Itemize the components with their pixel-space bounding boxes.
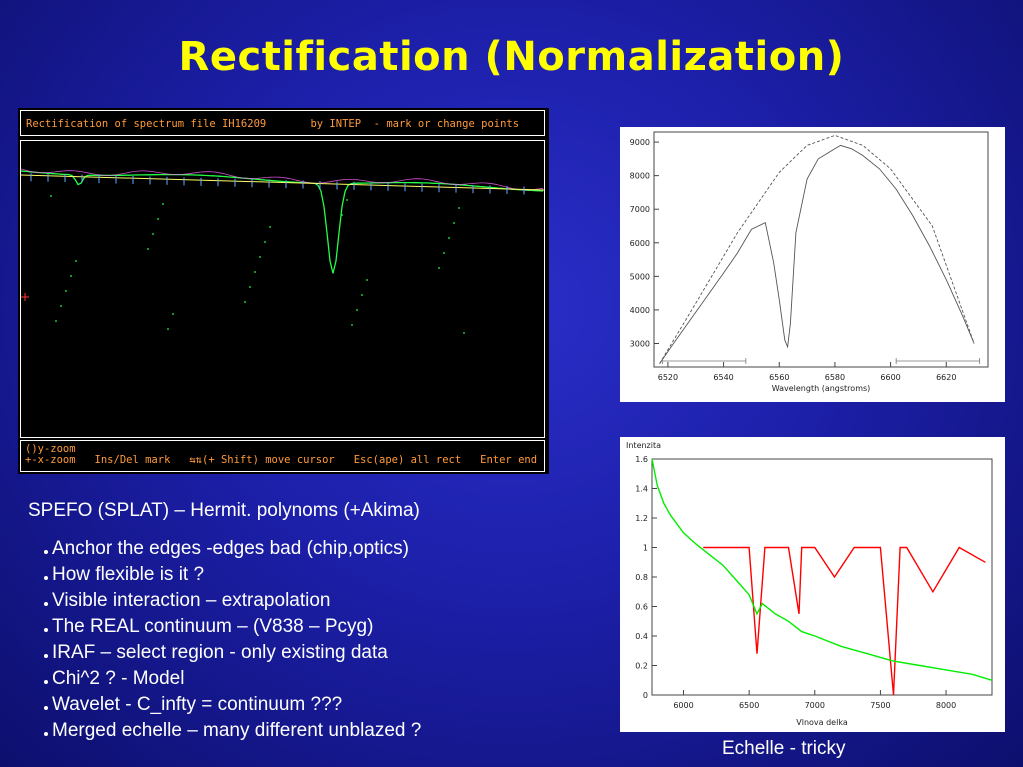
spefo-scatter-dot bbox=[60, 305, 62, 307]
method-subtitle: SPEFO (SPLAT) – Hermit. polynoms (+Akima… bbox=[28, 500, 420, 521]
spefo-scatter-dot bbox=[341, 214, 343, 216]
bullet-item: Chi^2 ? - Model bbox=[44, 666, 421, 692]
x-axis-label: Vlnova delka bbox=[796, 718, 848, 727]
bullet-item: How flexible is it ? bbox=[44, 562, 421, 588]
spefo-scatter-dot bbox=[453, 222, 455, 224]
y-tick-label: 0.6 bbox=[635, 603, 648, 612]
spefo-scatter-dot bbox=[448, 237, 450, 239]
spefo-scatter-dot bbox=[249, 286, 251, 288]
spefo-scatter-dot bbox=[264, 241, 266, 243]
spefo-scatter-dot bbox=[244, 301, 246, 303]
y-tick-label: 1.2 bbox=[635, 514, 648, 523]
x-tick-label: 6540 bbox=[713, 373, 733, 382]
spefo-scatter-dot bbox=[75, 260, 77, 262]
spefo-scatter-dot bbox=[167, 328, 169, 330]
spefo-spectrum-line bbox=[20, 170, 544, 274]
series-line-0 bbox=[703, 546, 986, 696]
echelle-chart-svg: 6000 6500 7000 7500 8000 0 0.2 0.4 0.6 0.8 1 1.2 1.4… bbox=[626, 441, 993, 727]
x-tick-label: 6560 bbox=[769, 373, 789, 382]
echelle-caption: Echelle - tricky bbox=[722, 738, 846, 759]
spefo-scatter-dot bbox=[162, 203, 164, 205]
y-tick-label: 0.4 bbox=[635, 632, 648, 641]
bullet-item: Visible interaction – extrapolation bbox=[44, 588, 421, 614]
spefo-scatter-dot bbox=[65, 290, 67, 292]
spefo-screenshot: Rectification of spectrum file IH16209 b… bbox=[18, 108, 549, 474]
x-axis-label: Wavelength (angstroms) bbox=[772, 384, 871, 393]
spefo-scatter-dot bbox=[157, 218, 159, 220]
iraf-chart-svg: 6520 6540 6560 6580 6600 6620 3000 4000 5000 6000… bbox=[630, 131, 989, 393]
echelle-chart: 6000 6500 7000 7500 8000 0 0.2 0.4 0.6 0.8 1 1.2 1.4… bbox=[620, 437, 1005, 732]
spefo-continuum-line bbox=[20, 174, 545, 191]
bullet-item: Wavelet - C_infty = continuum ??? bbox=[44, 692, 421, 718]
x-tick-label: 6620 bbox=[936, 373, 956, 382]
spefo-footer-line2: +-x-zoom Ins/Del mark ⇆⇅(+ Shift) move c… bbox=[25, 454, 538, 466]
spefo-scatter-dot bbox=[458, 207, 460, 209]
x-tick-label: 7000 bbox=[805, 701, 825, 710]
bullet-item: IRAF – select region - only existing dat… bbox=[44, 640, 421, 666]
series-line-1 bbox=[651, 458, 993, 681]
spefo-spectrum-plot bbox=[20, 168, 545, 334]
bullet-list: Anchor the edges -edges bad (chip,optics… bbox=[44, 536, 421, 744]
bullet-item: Anchor the edges -edges bad (chip,optics… bbox=[44, 536, 421, 562]
spefo-scatter-dot bbox=[351, 324, 353, 326]
spefo-footer-line1: ()y-zoom bbox=[25, 443, 76, 455]
spefo-scatter-dot bbox=[70, 275, 72, 277]
y-tick-label: 1.4 bbox=[635, 485, 648, 494]
y-tick-label: 1 bbox=[643, 544, 648, 553]
x-tick-label: 6500 bbox=[739, 701, 759, 710]
y-tick-label: 0.8 bbox=[635, 573, 648, 582]
y-tick-label: 4000 bbox=[630, 306, 650, 315]
y-axis-label: Intenzita bbox=[626, 441, 661, 450]
spefo-scatter-dot bbox=[269, 226, 271, 228]
x-tick-label: 8000 bbox=[936, 701, 956, 710]
x-tick-label: 6000 bbox=[673, 701, 693, 710]
x-tick-label: 6600 bbox=[880, 373, 900, 382]
spefo-scatter-dot bbox=[254, 271, 256, 273]
series-line-1 bbox=[659, 134, 975, 364]
y-tick-label: 9000 bbox=[630, 138, 650, 147]
y-tick-label: 8000 bbox=[630, 172, 650, 181]
spefo-scatter-dot bbox=[152, 233, 154, 235]
plot-frame bbox=[653, 131, 989, 368]
spefo-noise-line bbox=[20, 168, 544, 191]
y-tick-label: 7000 bbox=[630, 205, 650, 214]
y-tick-label: 5000 bbox=[630, 272, 650, 281]
spefo-scatter-dot bbox=[50, 195, 52, 197]
iraf-continuum-chart: 6520 6540 6560 6580 6600 6620 3000 4000 5000 6000… bbox=[620, 127, 1005, 402]
y-tick-label: 3000 bbox=[630, 340, 650, 349]
y-tick-label: 6000 bbox=[630, 239, 650, 248]
spefo-plot-area bbox=[20, 140, 545, 438]
y-tick-label: 0 bbox=[643, 691, 648, 700]
spefo-scatter-dot bbox=[361, 294, 363, 296]
spefo-scatter-dot bbox=[147, 248, 149, 250]
spefo-scatter-dot bbox=[463, 332, 465, 334]
spefo-scatter-dot bbox=[259, 256, 261, 258]
spefo-scatter-dot bbox=[55, 320, 57, 322]
y-tick-label: 0.2 bbox=[635, 662, 648, 671]
x-tick-label: 6580 bbox=[825, 373, 845, 382]
spefo-scatter-dot bbox=[172, 313, 174, 315]
spefo-scatter-dot bbox=[356, 309, 358, 311]
bullet-item: The REAL continuum – (V838 – Pcyg) bbox=[44, 614, 421, 640]
slide-title: Rectification (Normalization) bbox=[178, 34, 845, 80]
spefo-header: Rectification of spectrum file IH16209 b… bbox=[20, 110, 545, 136]
spefo-scatter-dot bbox=[346, 199, 348, 201]
spefo-scatter-dot bbox=[366, 279, 368, 281]
x-tick-label: 6520 bbox=[658, 373, 678, 382]
y-tick-label: 1.6 bbox=[635, 455, 648, 464]
bullet-item: Merged echelle – many different unblazed… bbox=[44, 718, 421, 744]
spefo-scatter-dot bbox=[443, 252, 445, 254]
spefo-footer: ()y-zoom +-x-zoom Ins/Del mark ⇆⇅(+ Shift… bbox=[20, 440, 545, 472]
series-line-0 bbox=[659, 144, 975, 364]
spefo-scatter-dot bbox=[438, 267, 440, 269]
x-tick-label: 7500 bbox=[870, 701, 890, 710]
